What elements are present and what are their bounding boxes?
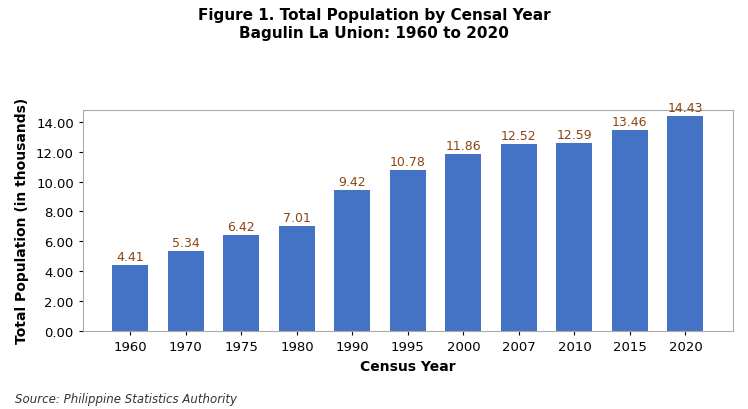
Bar [667,116,703,331]
Text: 9.42: 9.42 [339,176,367,189]
Text: 10.78: 10.78 [390,156,426,169]
Text: 13.46: 13.46 [612,116,648,129]
Text: Figure 1. Total Population by Censal Year
Bagulin La Union: 1960 to 2020: Figure 1. Total Population by Censal Yea… [197,8,551,40]
Text: 12.52: 12.52 [501,130,537,143]
Text: 4.41: 4.41 [117,250,144,263]
Text: Source: Philippine Statistics Authority: Source: Philippine Statistics Authority [15,392,237,405]
Bar [112,265,148,331]
Text: 7.01: 7.01 [283,212,311,225]
Bar [501,145,537,331]
Text: 12.59: 12.59 [557,129,592,142]
Text: 6.42: 6.42 [227,220,255,234]
Bar [445,155,482,331]
X-axis label: Census Year: Census Year [360,360,456,373]
Bar [557,144,592,331]
Bar [168,252,204,331]
Bar [279,227,315,331]
Bar [612,131,648,331]
Text: 5.34: 5.34 [172,237,200,249]
Bar [390,171,426,331]
Bar [334,191,370,331]
Text: 14.43: 14.43 [668,101,703,115]
Bar [224,235,260,331]
Y-axis label: Total Population (in thousands): Total Population (in thousands) [15,98,29,344]
Text: 11.86: 11.86 [446,140,481,153]
